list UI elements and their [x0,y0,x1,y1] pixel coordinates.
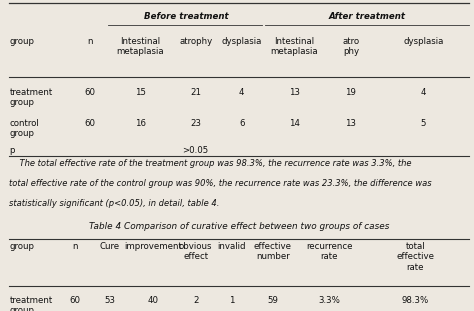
Text: 6: 6 [239,118,245,128]
Text: dysplasia: dysplasia [403,37,444,46]
Text: dysplasia: dysplasia [221,37,262,46]
Text: Intestinal
metaplasia: Intestinal metaplasia [271,37,319,56]
Text: 21: 21 [190,88,201,97]
Text: total
effective
rate: total effective rate [396,242,434,272]
Text: 3.3%: 3.3% [318,295,340,304]
Text: group: group [9,242,35,251]
Text: 23: 23 [190,118,201,128]
Text: invalid: invalid [217,242,246,251]
Text: 5: 5 [420,118,426,128]
Text: 16: 16 [135,118,146,128]
Text: 19: 19 [346,88,356,97]
Text: 59: 59 [267,295,278,304]
Text: improvement: improvement [124,242,182,251]
Text: Cure: Cure [100,242,119,251]
Text: n: n [87,37,93,46]
Text: After treatment: After treatment [328,12,405,21]
Text: 15: 15 [135,88,146,97]
Text: 4: 4 [420,88,426,97]
Text: obvious
effect: obvious effect [179,242,212,261]
Text: 60: 60 [84,118,95,128]
Text: total effective rate of the control group was 90%, the recurrence rate was 23.3%: total effective rate of the control grou… [9,179,432,188]
Text: 2: 2 [193,295,199,304]
Text: 53: 53 [104,295,115,304]
Text: control
group: control group [9,118,39,138]
Text: treatment
group: treatment group [9,295,53,311]
Text: 60: 60 [70,295,81,304]
Text: p: p [9,146,15,155]
Text: atro
phy: atro phy [342,37,359,56]
Text: 98.3%: 98.3% [401,295,429,304]
Text: Intestinal
metaplasia: Intestinal metaplasia [117,37,164,56]
Text: recurrence
rate: recurrence rate [306,242,352,261]
Text: group: group [9,37,35,46]
Text: effective
number: effective number [254,242,292,261]
Text: 13: 13 [289,88,300,97]
Text: >0.05: >0.05 [182,146,209,155]
Text: atrophy: atrophy [179,37,212,46]
Text: 14: 14 [289,118,300,128]
Text: statistically significant (p<0.05), in detail, table 4.: statistically significant (p<0.05), in d… [9,199,220,208]
Text: Table 4 Comparison of curative effect between two groups of cases: Table 4 Comparison of curative effect be… [89,222,390,231]
Text: 13: 13 [346,118,356,128]
Text: 40: 40 [148,295,159,304]
Text: The total effective rate of the treatment group was 98.3%, the recurrence rate w: The total effective rate of the treatmen… [9,159,412,168]
Text: treatment
group: treatment group [9,88,53,107]
Text: 1: 1 [228,295,234,304]
Text: 60: 60 [84,88,95,97]
Text: 4: 4 [239,88,245,97]
Text: Before treatment: Before treatment [144,12,229,21]
Text: n: n [72,242,78,251]
